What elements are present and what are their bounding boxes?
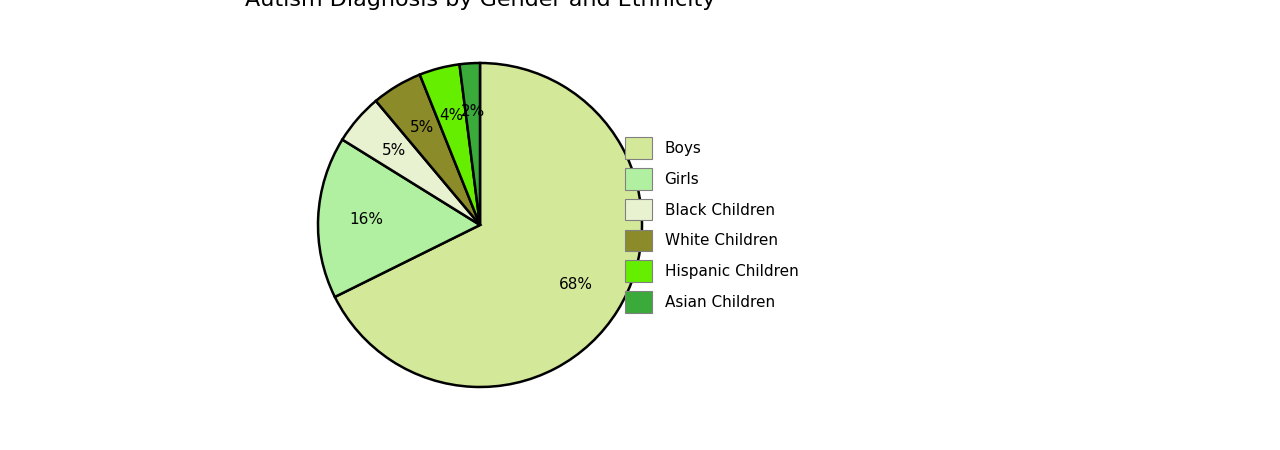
Text: 5%: 5% <box>383 143 407 158</box>
Legend: Boys, Girls, Black Children, White Children, Hispanic Children, Asian Children: Boys, Girls, Black Children, White Child… <box>617 130 806 320</box>
Wedge shape <box>420 64 480 225</box>
Wedge shape <box>317 140 480 297</box>
Wedge shape <box>376 75 480 225</box>
Text: 2%: 2% <box>461 104 485 119</box>
Title: Autism Diagnosis by Gender and Ethnicity: Autism Diagnosis by Gender and Ethnicity <box>244 0 716 10</box>
Text: 4%: 4% <box>439 108 463 123</box>
Wedge shape <box>460 63 480 225</box>
Wedge shape <box>342 101 480 225</box>
Text: 16%: 16% <box>349 212 384 227</box>
Text: 5%: 5% <box>410 120 434 135</box>
Text: 68%: 68% <box>559 277 594 292</box>
Wedge shape <box>335 63 643 387</box>
